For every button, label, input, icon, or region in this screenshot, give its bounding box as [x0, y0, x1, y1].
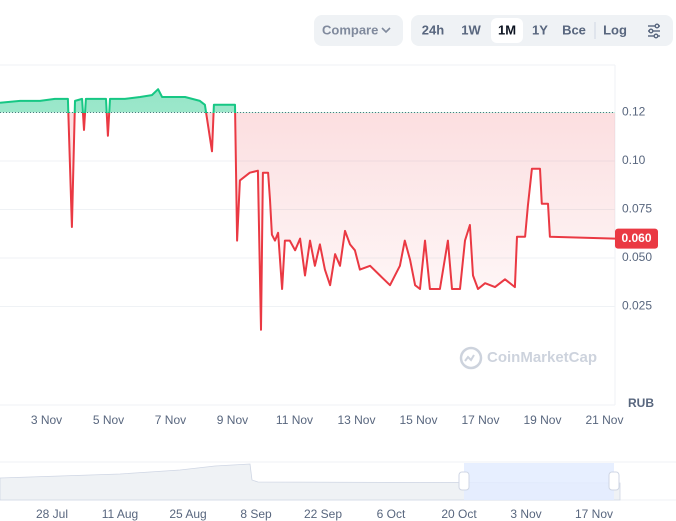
range-button[interactable]: Все: [562, 22, 586, 37]
compare-button[interactable]: [314, 15, 403, 46]
range-button[interactable]: 1M: [498, 22, 516, 37]
currency-label: RUB: [628, 396, 654, 410]
x-tick-label: 19 Nov: [523, 413, 561, 427]
y-tick-label: 0.12: [622, 105, 646, 119]
toolbar: Compare 24h 1W 1M 1Y Все Log: [314, 15, 673, 46]
x-tick-label: 21 Nov: [585, 413, 623, 427]
price-line-below: [67, 113, 615, 331]
navigator-selection[interactable]: [464, 463, 614, 500]
watermark: CoinMarketCap: [459, 346, 597, 370]
navigator-handle[interactable]: [608, 471, 620, 491]
navigator-label: 6 Oct: [377, 507, 406, 521]
active-range-highlight: [491, 18, 523, 43]
y-tick-label: 0.050: [622, 250, 652, 264]
navigator-label: 28 Jul: [36, 507, 68, 521]
navigator-label: 17 Nov: [575, 507, 613, 521]
x-tick-label: 3 Nov: [31, 413, 62, 427]
price-line-above: [0, 88, 237, 113]
navigator-label: 3 Nov: [510, 507, 541, 521]
watermark-text: CoinMarketCap: [487, 349, 597, 366]
x-tick-label: 15 Nov: [399, 413, 437, 427]
range-group: [411, 15, 673, 46]
chevron-icon: [381, 27, 391, 34]
x-tick-label: 5 Nov: [93, 413, 124, 427]
compare-label: Compare: [322, 22, 378, 37]
current-price-label: 0.060: [621, 231, 651, 245]
log-button[interactable]: Log: [603, 22, 627, 37]
x-tick-label: 7 Nov: [155, 413, 186, 427]
settings-icon[interactable]: [648, 23, 660, 39]
x-tick-label: 17 Nov: [461, 413, 499, 427]
x-tick-label: 13 Nov: [337, 413, 375, 427]
x-tick-label: 11 Nov: [276, 413, 313, 427]
area-below: [68, 113, 615, 330]
navigator-handle[interactable]: [458, 471, 470, 491]
current-price-tag: [615, 228, 658, 249]
navigator-label: 8 Sep: [240, 507, 272, 521]
y-tick-label: 0.025: [622, 299, 652, 313]
navigator-label: 22 Sep: [304, 507, 342, 521]
x-tick-label: 9 Nov: [217, 413, 248, 427]
range-button[interactable]: 24h: [422, 22, 444, 37]
range-button[interactable]: 1W: [461, 22, 481, 37]
navigator-label: 11 Aug: [102, 507, 138, 521]
navigator-label: 25 Aug: [169, 507, 206, 521]
navigator: 28 Jul 11 Aug 25 Aug 8 Sep 22 Sep 6 Oct 20 Oct…: [0, 461, 676, 521]
area-above: [0, 89, 615, 113]
range-button[interactable]: 1Y: [532, 22, 548, 37]
navigator-label: 20 Oct: [441, 507, 477, 521]
y-tick-label: 0.075: [622, 202, 652, 216]
y-tick-label: 0.10: [622, 153, 646, 167]
